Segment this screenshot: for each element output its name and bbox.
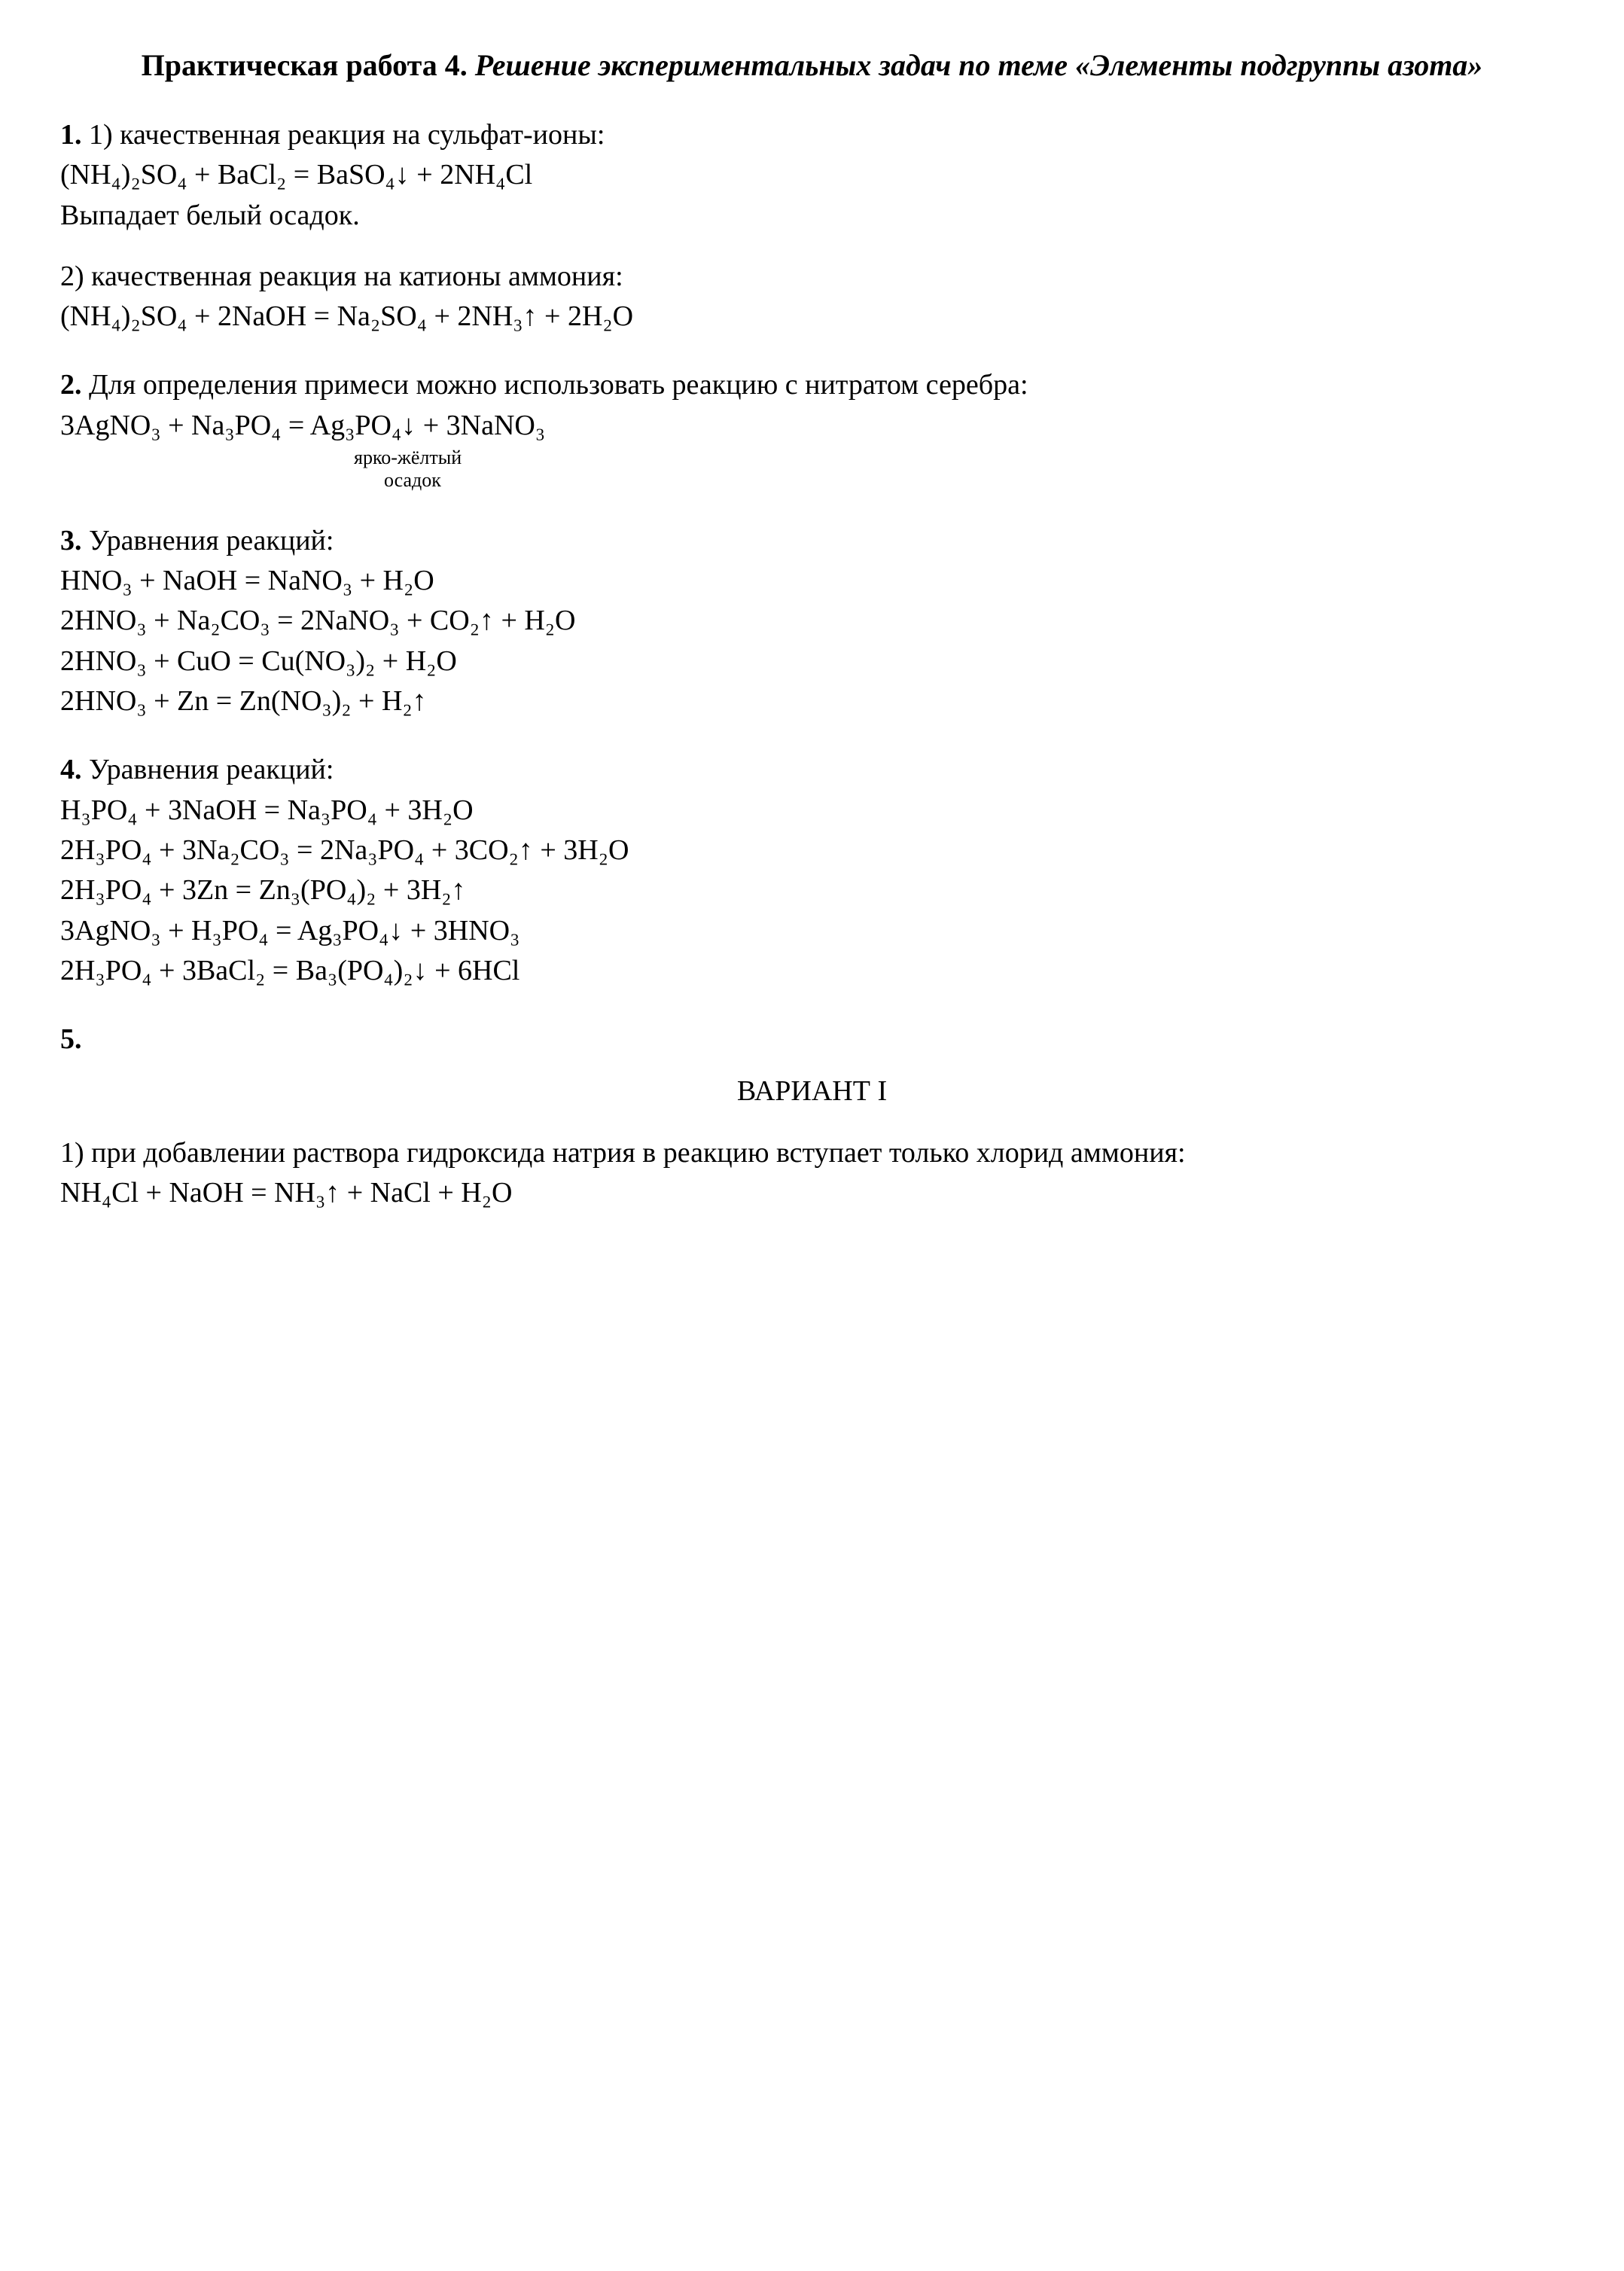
s5-head: 5. <box>60 1020 1564 1059</box>
s1-p1-lead: 1) качественная реакция на сульфат-ионы: <box>89 119 605 151</box>
s4-number: 4. <box>60 754 82 785</box>
s2-annot-1: ярко-жёлтый <box>354 447 1564 469</box>
s4-eq-5: 2H₃PO₄ + 3BaCl₂ = Ba₃(PO₄)₂↓ + 6HCl <box>60 952 1564 990</box>
s1-p1-equation: (NH₄)₂SO₄ + BaCl₂ = BaSO₄↓ + 2NH₄Cl <box>60 156 1564 194</box>
s3-head: 3. Уравнения реакций: <box>60 522 1564 560</box>
s2-annot-2: осадок <box>384 469 1564 492</box>
s4-lead: Уравнения реакций: <box>89 754 334 785</box>
s3-lead: Уравнения реакций: <box>89 525 334 556</box>
s4-head: 4. Уравнения реакций: <box>60 751 1564 789</box>
document-title: Практическая работа 4. Решение экспериме… <box>60 45 1564 86</box>
s4-eq-1: H₃PO₄ + 3NaOH = Na₃PO₄ + 3H₂O <box>60 791 1564 830</box>
s3-eq-3: 2HNO₃ + CuO = Cu(NO₃)₂ + H₂O <box>60 642 1564 681</box>
s3-eq-2: 2HNO₃ + Na₂CO₃ = 2NaNO₃ + CO₂↑ + H₂O <box>60 602 1564 640</box>
s1-part1: 1. 1) качественная реакция на сульфат-ио… <box>60 116 1564 154</box>
s2-equation: 3AgNO₃ + Na₃PO₄ = Ag₃PO₄↓ + 3NaNO₃ <box>60 407 1564 445</box>
s5-number: 5. <box>60 1023 82 1055</box>
section-2: 2. Для определения примеси можно использ… <box>60 366 1564 491</box>
s3-eq-4: 2HNO₃ + Zn = Zn(NO₃)₂ + H₂↑ <box>60 682 1564 721</box>
s1-number: 1. <box>60 119 82 151</box>
s1-p2-lead: 2) качественная реакция на катионы аммон… <box>60 258 1564 296</box>
s5-variant: ВАРИАНТ I <box>60 1072 1564 1111</box>
title-plain: Практическая работа 4. <box>142 48 475 82</box>
section-3: 3. Уравнения реакций: HNO₃ + NaOH = NaNO… <box>60 522 1564 721</box>
s3-number: 3. <box>60 525 82 556</box>
s4-eq-4: 3AgNO₃ + H₃PO₄ = Ag₃PO₄↓ + 3HNO₃ <box>60 912 1564 950</box>
s3-eq-1: HNO₃ + NaOH = NaNO₃ + H₂O <box>60 562 1564 600</box>
section-1: 1. 1) качественная реакция на сульфат-ио… <box>60 116 1564 336</box>
s4-eq-3: 2H₃PO₄ + 3Zn = Zn₃(PO₄)₂ + 3H₂↑ <box>60 871 1564 910</box>
s5-p1-lead: 1) при добавлении раствора гидроксида на… <box>60 1134 1564 1172</box>
section-4: 4. Уравнения реакций: H₃PO₄ + 3NaOH = Na… <box>60 751 1564 990</box>
s4-eq-2: 2H₃PO₄ + 3Na₂CO₃ = 2Na₃PO₄ + 3CO₂↑ + 3H₂… <box>60 831 1564 870</box>
title-italic: Решение экспериментальных задач по теме … <box>475 48 1483 82</box>
section-5: 5. ВАРИАНТ I 1) при добавлении раствора … <box>60 1020 1564 1212</box>
s2-lead-row: 2. Для определения примеси можно использ… <box>60 366 1564 404</box>
s1-p1-note: Выпадает белый осадок. <box>60 197 1564 235</box>
s2-number: 2. <box>60 369 82 401</box>
s2-lead: Для определения примеси можно использова… <box>89 369 1028 401</box>
s5-p1-equation: NH₄Cl + NaOH = NH₃↑ + NaCl + H₂O <box>60 1174 1564 1212</box>
s1-p2-equation: (NH₄)₂SO₄ + 2NaOH = Na₂SO₄ + 2NH₃↑ + 2H₂… <box>60 297 1564 336</box>
